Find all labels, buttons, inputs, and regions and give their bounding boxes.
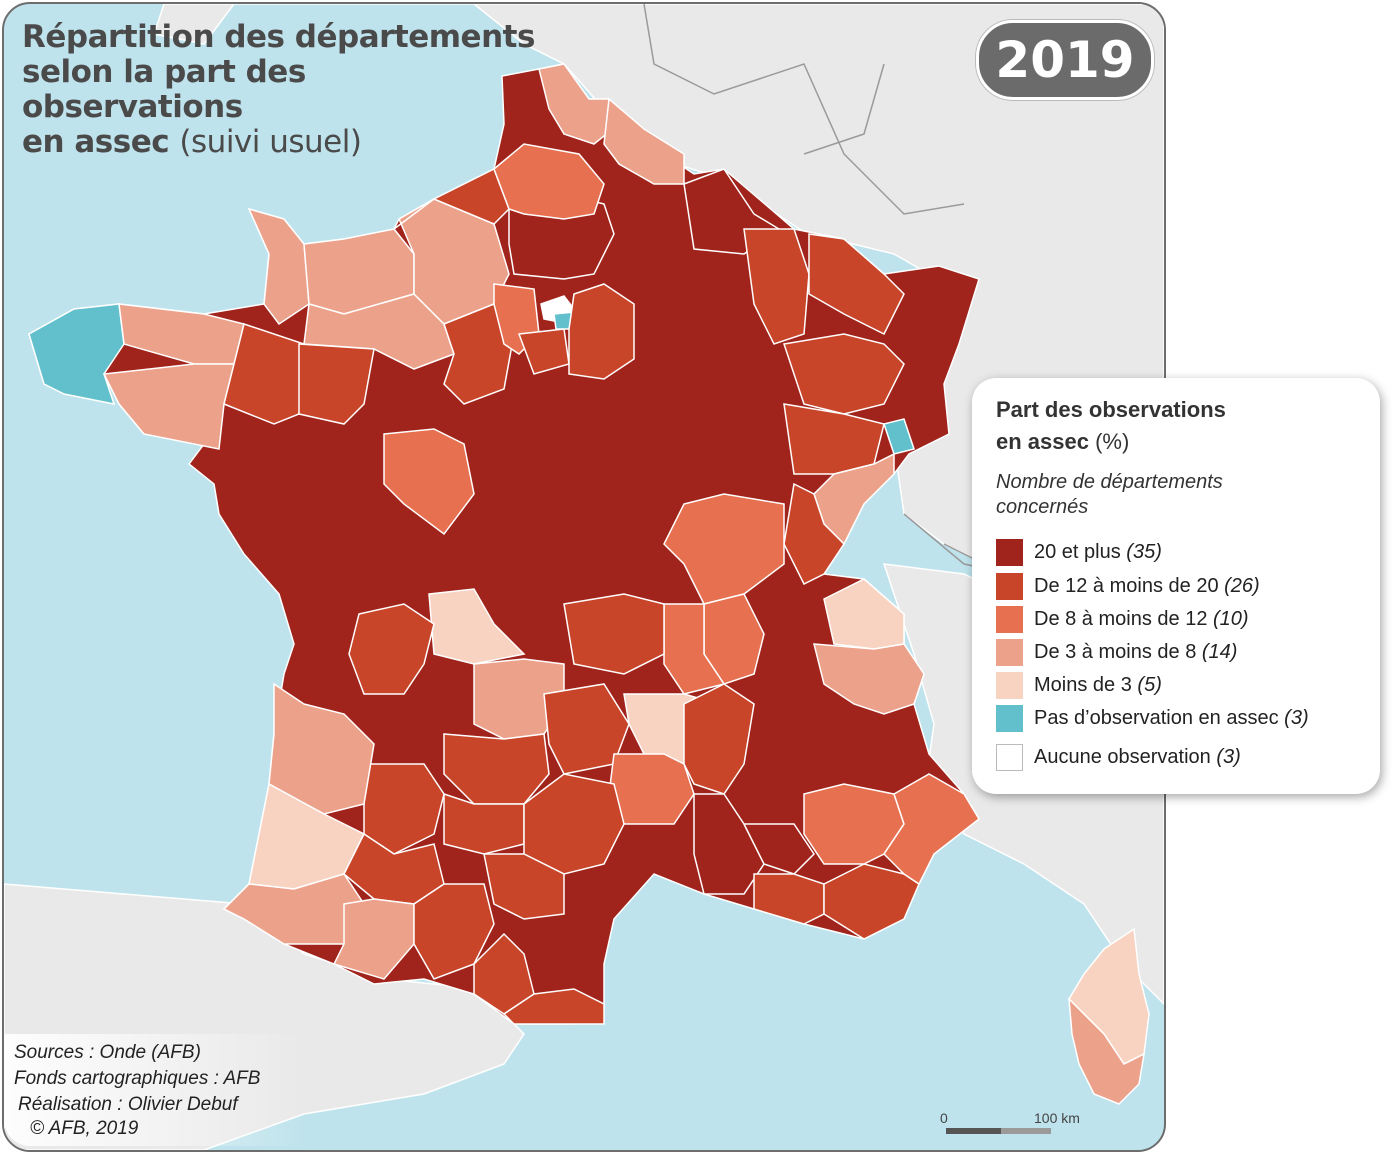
legend-count: (3) xyxy=(1216,746,1241,768)
dept-meuse xyxy=(743,228,810,345)
legend-title-unit: (%) xyxy=(1095,429,1130,454)
source-line-3: Réalisation : Olivier Debuf xyxy=(18,1094,238,1115)
map-frame: 0 100 km xyxy=(2,2,1166,1152)
dept-seine-marne xyxy=(568,283,635,380)
dept-vosges xyxy=(783,333,905,415)
map-title: Répartition des départements selon la pa… xyxy=(22,20,542,160)
dept-mayenne-sarthe xyxy=(298,343,375,425)
legend-label: De 8 à moins de 12 xyxy=(1034,608,1208,630)
legend-swatch xyxy=(996,539,1023,566)
dept-alpes-maritimes xyxy=(883,773,980,886)
legend-box: Part des observations en assec (%) Nombr… xyxy=(972,378,1380,794)
legend-item: 20 et plus (35) xyxy=(996,538,1376,566)
dept-corse-sud xyxy=(1068,997,1145,1105)
source-line-2: Fonds cartographiques : AFB xyxy=(14,1068,261,1089)
source-line-4: © AFB, 2019 xyxy=(30,1118,139,1139)
border-lines xyxy=(643,4,1065,585)
dept-correze xyxy=(443,733,550,805)
legend-item: Aucune observation (3) xyxy=(996,743,1376,771)
title-line-3: observations xyxy=(22,89,243,125)
dept-vaucluse xyxy=(742,823,815,875)
legend-count: (10) xyxy=(1213,608,1249,630)
title-line-4: en assec (suivi usuel) xyxy=(22,125,542,160)
dept-nord xyxy=(603,97,685,185)
legend-label: Moins de 3 xyxy=(1034,674,1132,696)
legend-title-line-1: Part des observations xyxy=(996,397,1226,422)
legend-item: De 12 à moins de 20 (26) xyxy=(996,572,1376,600)
legend-count: (26) xyxy=(1224,575,1260,597)
scale-label-zero: 0 xyxy=(940,1110,948,1126)
legend-swatch xyxy=(996,705,1023,732)
year-badge: 2019 xyxy=(976,20,1154,100)
legend-swatch xyxy=(996,672,1023,699)
dept-indre-loire xyxy=(383,428,475,536)
legend-swatch xyxy=(996,606,1023,633)
legend-label: 20 et plus xyxy=(1034,541,1121,563)
dept-pyrenees-orientales xyxy=(502,988,605,1025)
legend-count: (14) xyxy=(1201,641,1238,663)
legend-item: De 8 à moins de 12 (10) xyxy=(996,605,1376,633)
legend-title-bold2: en assec xyxy=(996,429,1089,454)
dept-haute-garonne xyxy=(413,883,495,980)
legend-item: Pas d’observation en assec (3) xyxy=(996,704,1376,732)
legend-item: Moins de 3 (5) xyxy=(996,671,1376,699)
dept-manche xyxy=(247,207,310,326)
dept-allier xyxy=(563,593,665,675)
dept-savoie xyxy=(813,643,925,715)
title-line-1: Répartition des départements xyxy=(22,19,535,55)
legend-label: Pas d’observation en assec xyxy=(1034,707,1279,729)
dept-brittany-west xyxy=(28,303,125,405)
legend-label: Aucune observation xyxy=(1034,746,1211,768)
legend-swatch xyxy=(996,573,1023,600)
legend-subtitle-line-2: concernés xyxy=(996,496,1089,518)
title-line-2: selon la part des xyxy=(22,54,306,90)
dept-hautes-pyrenees xyxy=(332,898,415,980)
legend-subtitle-line-1: Nombre de départements xyxy=(996,471,1223,493)
dept-vienne xyxy=(348,603,435,695)
sources-block: Sources : Onde (AFB) Fonds cartographiqu… xyxy=(4,1034,304,1146)
neighbour-land-uk xyxy=(153,4,235,45)
legend-label: De 12 à moins de 20 xyxy=(1034,575,1219,597)
title-line-4-bold: en assec xyxy=(22,124,170,160)
dept-gironde xyxy=(268,682,375,815)
scale-bar-light xyxy=(1001,1128,1051,1134)
scale-bar-dark xyxy=(946,1128,1001,1134)
legend-swatch xyxy=(996,639,1023,666)
dept-var xyxy=(823,863,920,940)
legend-count: (35) xyxy=(1126,541,1162,563)
title-line-4-light: (suivi usuel) xyxy=(179,124,362,160)
source-line-1: Sources : Onde (AFB) xyxy=(14,1042,201,1063)
dept-indre xyxy=(428,588,526,665)
legend-count: (3) xyxy=(1284,707,1309,729)
legend-title-line-2: en assec (%) xyxy=(996,426,1366,458)
dept-tarn xyxy=(483,853,565,920)
dept-jura xyxy=(783,482,845,586)
legend-item: De 3 à moins de 8 (14) xyxy=(996,638,1376,666)
dept-bouches-rhone xyxy=(753,873,825,925)
dept-morbihan xyxy=(102,363,235,450)
legend-label: De 3 à moins de 8 xyxy=(1034,641,1197,663)
map-canvas xyxy=(4,4,1164,1150)
dept-somme xyxy=(493,143,605,220)
dept-territoire-belfort xyxy=(883,418,915,455)
legend-swatch xyxy=(996,744,1023,771)
legend-subtitle: Nombre de départements concernés xyxy=(996,470,1366,520)
dept-moselle xyxy=(808,233,905,336)
legend-count: (5) xyxy=(1137,674,1162,696)
legend-title: Part des observations en assec (%) xyxy=(996,394,1366,458)
scale-label-distance: 100 km xyxy=(1034,1110,1080,1126)
